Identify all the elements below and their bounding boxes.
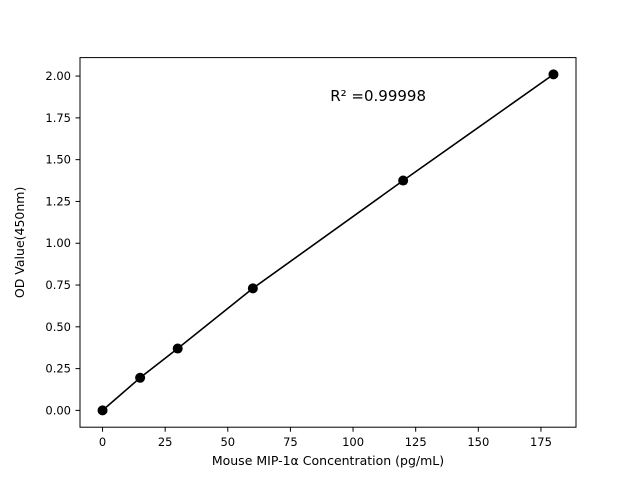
x-tick-label: 0 [99, 435, 106, 449]
data-point [398, 175, 409, 186]
x-tick-label: 50 [220, 435, 235, 449]
y-tick-label: 1.25 [45, 194, 71, 208]
y-tick-label: 0.25 [45, 362, 71, 376]
data-point [135, 372, 146, 383]
y-tick-label: 1.50 [45, 153, 71, 167]
y-axis-label: OD Value(450nm) [12, 187, 27, 298]
x-tick-label: 175 [530, 435, 552, 449]
x-tick-label: 75 [283, 435, 298, 449]
x-tick-label: 25 [158, 435, 173, 449]
fit-line [101, 73, 554, 412]
x-tick-label: 125 [405, 435, 427, 449]
y-tick-label: 0.50 [45, 320, 71, 334]
data-point [548, 69, 559, 80]
data-point [247, 283, 258, 294]
y-tick-label: 0.00 [45, 403, 71, 417]
x-axis-label: Mouse MIP-1α Concentration (pg/mL) [212, 453, 444, 468]
r-squared-annotation: R² =0.99998 [330, 87, 426, 105]
y-tick-label: 2.00 [45, 69, 71, 83]
y-tick-label: 0.75 [45, 278, 71, 292]
data-point [97, 405, 108, 416]
x-tick-label: 150 [467, 435, 489, 449]
x-tick-label: 100 [342, 435, 364, 449]
plot-frame [79, 57, 577, 428]
y-tick-label: 1.75 [45, 111, 71, 125]
y-tick-label: 1.00 [45, 236, 71, 250]
data-point [172, 343, 183, 354]
